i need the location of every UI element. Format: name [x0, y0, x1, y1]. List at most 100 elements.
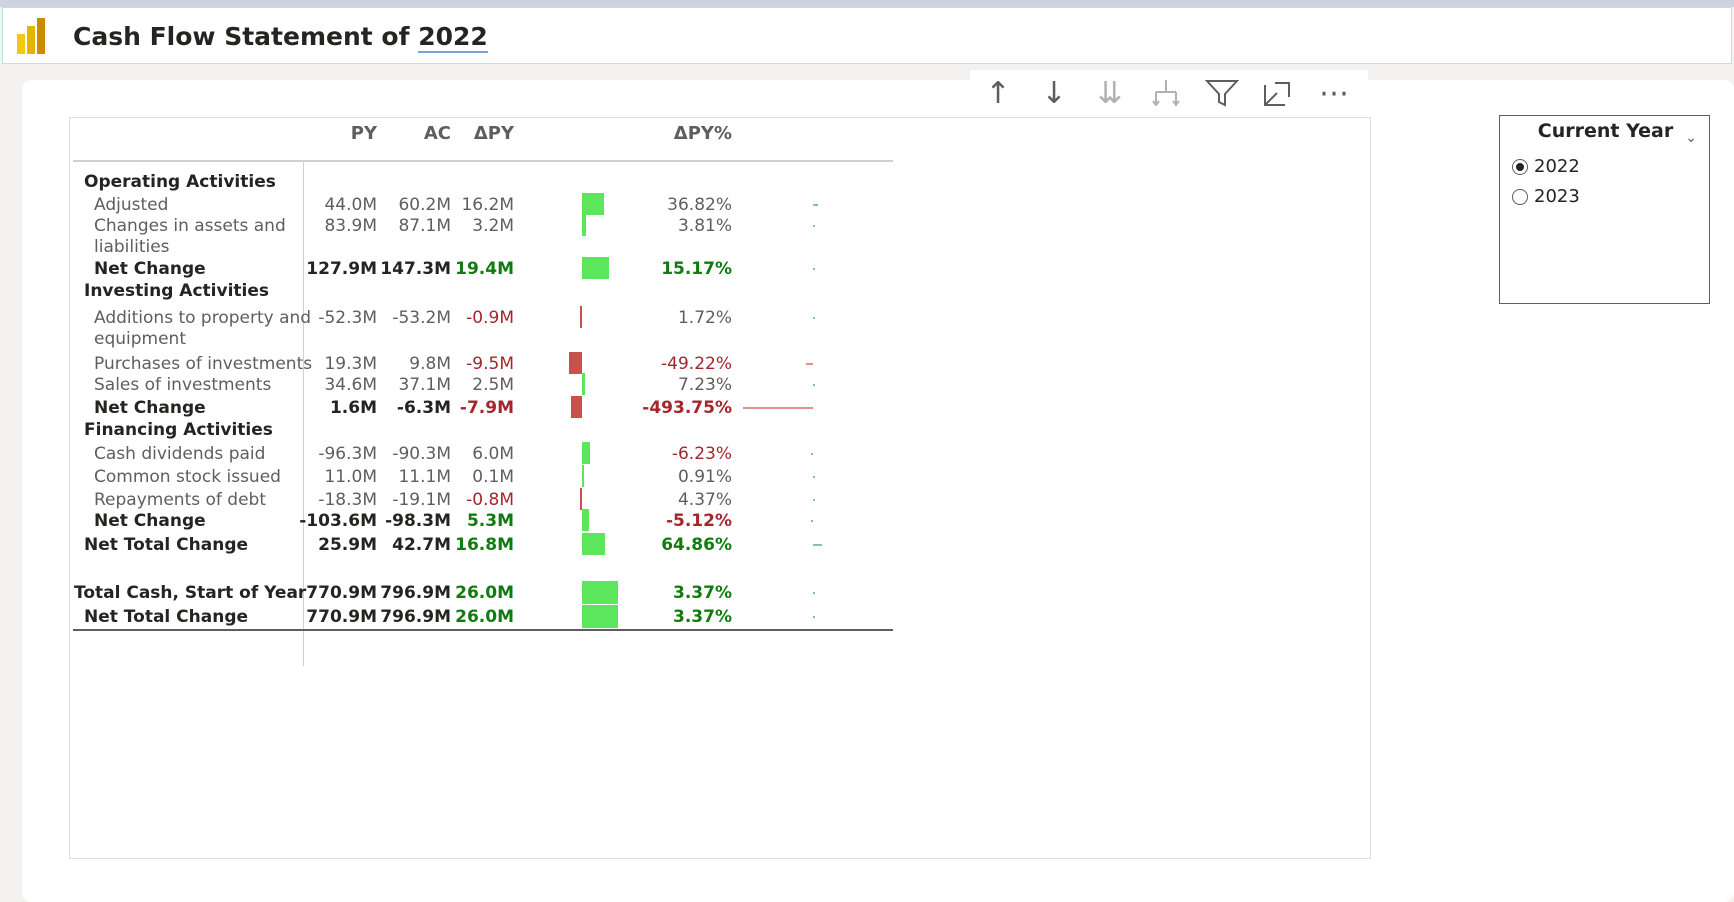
- cell-dpct: 36.82%: [667, 195, 732, 215]
- slicer-option-label: 2022: [1534, 156, 1580, 177]
- row-label: Changes in assets and: [94, 216, 286, 236]
- cell-dpy: 3.2M: [472, 216, 514, 236]
- delta-bar: [571, 396, 582, 418]
- delta-bar: [582, 214, 587, 236]
- row-label: Net Change: [94, 511, 206, 531]
- cell-dpy: 2.5M: [472, 375, 514, 395]
- column-header-dpct[interactable]: ΔPY%: [673, 123, 732, 144]
- page-title: Cash Flow Statement of 2022: [73, 22, 488, 53]
- row-label: Sales of investments: [94, 375, 272, 395]
- cell-dpct: -6.23%: [671, 444, 732, 464]
- pct-spark-line: [813, 616, 815, 618]
- cell-py: 83.9M: [324, 216, 377, 236]
- cell-dpct: 1.72%: [677, 308, 732, 328]
- cell-dpct: 64.86%: [661, 535, 732, 555]
- row-label: Additions to property and: [94, 308, 312, 328]
- cell-dpct: 3.37%: [673, 607, 732, 627]
- more-options-icon[interactable]: ⋯: [1319, 75, 1349, 111]
- cell-py: 44.0M: [324, 195, 377, 215]
- arrow-up-icon[interactable]: ↑: [985, 75, 1011, 111]
- cell-dpct: -493.75%: [642, 398, 732, 418]
- row-label: Net Total Change: [84, 535, 249, 555]
- cell-dpct: 15.17%: [661, 259, 732, 279]
- slicer-option-2022[interactable]: 2022: [1512, 156, 1580, 177]
- pct-spark-line: [811, 453, 813, 455]
- row-label: Repayments of debt: [94, 490, 266, 510]
- slicer-option-label: 2023: [1534, 186, 1580, 207]
- cell-dpy: 16.8M: [455, 535, 514, 555]
- cell-py: 770.9M: [306, 583, 377, 603]
- row-label: Net Total Change: [84, 607, 249, 627]
- page-title-year: 2022: [418, 22, 488, 53]
- focus-mode-icon[interactable]: [1250, 70, 1306, 116]
- label-column-divider: [303, 162, 304, 666]
- radio-selected[interactable]: [1512, 158, 1528, 175]
- column-header-py[interactable]: PY: [350, 123, 377, 144]
- delta-bar: [582, 465, 584, 487]
- row-label: Cash dividends paid: [94, 444, 266, 464]
- row-label: Total Cash, Start of Year: [74, 583, 307, 603]
- radio-unselected[interactable]: [1512, 188, 1528, 205]
- delta-bar: [582, 509, 590, 531]
- cell-dpy: 0.1M: [472, 467, 514, 487]
- row-label: Adjusted: [94, 195, 169, 215]
- row-label: Common stock issued: [94, 467, 281, 487]
- cell-ac: 796.9M: [380, 607, 451, 627]
- pct-spark-line: [813, 225, 815, 227]
- cell-dpy: -7.9M: [459, 398, 514, 418]
- cell-dpy: 19.4M: [455, 259, 514, 279]
- cell-ac: 9.8M: [409, 354, 451, 374]
- delta-bar: [582, 373, 586, 395]
- page-title-text: Cash Flow Statement of: [73, 22, 410, 51]
- cell-dpy: -9.5M: [466, 354, 514, 374]
- cell-ac: 60.2M: [398, 195, 451, 215]
- cell-dpct: 3.37%: [673, 583, 732, 603]
- cell-dpy: 26.0M: [455, 583, 514, 603]
- cell-ac: 87.1M: [398, 216, 451, 236]
- cell-dpy: 16.2M: [461, 195, 514, 215]
- pct-spark-line: [813, 544, 823, 546]
- cell-ac: 37.1M: [398, 375, 451, 395]
- cell-ac: 11.1M: [398, 467, 451, 487]
- delta-bar: [582, 193, 605, 215]
- header-divider: [73, 160, 893, 162]
- row-label: Net Change: [94, 398, 206, 418]
- pct-spark-line: [813, 317, 815, 319]
- powerbi-logo-icon: [17, 18, 45, 54]
- chevron-down-icon[interactable]: ⌄: [1685, 130, 1697, 146]
- visual-header-toolbar: ↑ ↓ ⇊ ⋯: [970, 70, 1368, 116]
- cell-dpct: 4.37%: [677, 490, 732, 510]
- pct-spark-line: [813, 499, 815, 501]
- report-header: Cash Flow Statement of 2022: [2, 7, 1732, 64]
- cell-dpy: -0.9M: [466, 308, 514, 328]
- delta-bar: [568, 352, 582, 374]
- pct-spark-line: [743, 407, 813, 409]
- cell-dpct: -5.12%: [665, 511, 732, 531]
- current-year-slicer[interactable]: Current Year ⌄ 2022 2023: [1499, 115, 1710, 304]
- cell-ac: -53.2M: [392, 308, 451, 328]
- arrow-down-icon[interactable]: ↓: [1041, 75, 1067, 111]
- cell-py: 34.6M: [324, 375, 377, 395]
- pct-spark-line: [811, 520, 813, 522]
- row-label: Investing Activities: [84, 281, 269, 301]
- cell-py: 25.9M: [318, 535, 377, 555]
- slicer-option-2023[interactable]: 2023: [1512, 186, 1580, 207]
- pct-spark-line: [806, 363, 813, 365]
- pct-spark-line: [813, 204, 819, 206]
- table-bottom-border: [73, 629, 893, 631]
- pct-spark-line: [813, 476, 815, 478]
- delta-bar: [582, 605, 618, 628]
- pct-spark-line: [813, 592, 815, 594]
- column-header-dpy[interactable]: ΔPY: [473, 123, 514, 144]
- cell-ac: -90.3M: [392, 444, 451, 464]
- cell-dpct: 7.23%: [677, 375, 732, 395]
- delta-bar: [580, 488, 582, 510]
- column-header-ac[interactable]: AC: [423, 123, 451, 144]
- cell-dpy: -0.8M: [466, 490, 514, 510]
- filter-icon[interactable]: [1194, 70, 1250, 116]
- double-arrow-down-icon[interactable]: ⇊: [1097, 75, 1123, 111]
- expand-hierarchy-icon[interactable]: [1138, 70, 1194, 116]
- row-label-continued: equipment: [94, 329, 186, 349]
- cashflow-table-visual[interactable]: PY AC ΔPY ΔPY% Operating Activities Adjusted 4…: [69, 117, 1371, 859]
- cell-py: 11.0M: [324, 467, 377, 487]
